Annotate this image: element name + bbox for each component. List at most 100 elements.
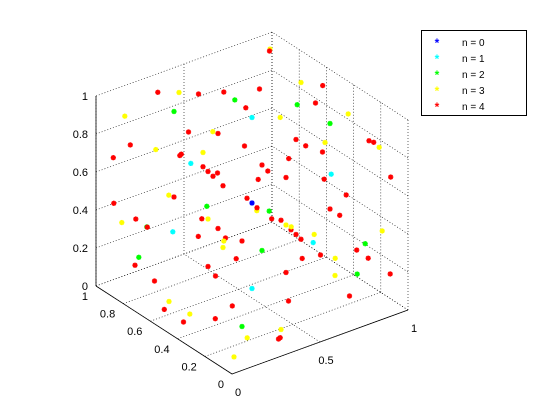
data-point bbox=[259, 162, 265, 168]
legend-label: n = 2 bbox=[462, 69, 485, 81]
data-point bbox=[249, 200, 255, 206]
data-point bbox=[171, 194, 177, 200]
data-point bbox=[277, 114, 283, 121]
grid-line bbox=[123, 239, 300, 304]
data-point bbox=[210, 173, 216, 179]
data-point bbox=[362, 241, 368, 247]
data-point bbox=[332, 272, 338, 279]
data-point bbox=[178, 151, 184, 157]
grid-line bbox=[95, 183, 273, 249]
data-point bbox=[283, 269, 289, 276]
data-point bbox=[278, 326, 284, 333]
data-point bbox=[266, 208, 272, 214]
data-point bbox=[255, 176, 261, 183]
data-point bbox=[371, 139, 377, 145]
data-point bbox=[188, 160, 194, 166]
data-point bbox=[285, 298, 292, 304]
grid-line bbox=[95, 69, 273, 135]
data-point bbox=[299, 255, 305, 262]
data-point bbox=[343, 192, 349, 198]
data-point bbox=[151, 278, 158, 284]
data-point bbox=[332, 255, 338, 261]
legend: * n = 0 * n = 1 * n = 2 * n = 3 * n = 4 bbox=[421, 30, 527, 116]
data-point bbox=[180, 319, 187, 325]
data-point bbox=[288, 224, 294, 230]
data-point bbox=[328, 171, 334, 177]
legend-label: n = 1 bbox=[462, 53, 485, 65]
data-point bbox=[346, 293, 353, 299]
y-tick-label: 0.6 bbox=[127, 326, 142, 338]
data-point bbox=[187, 311, 193, 317]
legend-marker: * bbox=[434, 52, 440, 66]
data-point bbox=[144, 224, 150, 230]
data-point bbox=[311, 231, 317, 238]
data-point bbox=[166, 298, 172, 305]
data-point bbox=[256, 86, 263, 92]
legend-item: * n = 2 bbox=[422, 67, 526, 83]
grid-line bbox=[271, 145, 409, 235]
data-point bbox=[249, 114, 255, 121]
y-tick-label: 0 bbox=[218, 379, 224, 391]
legend-label: n = 4 bbox=[462, 101, 485, 113]
data-point bbox=[286, 155, 292, 162]
data-point bbox=[231, 354, 237, 360]
data-point bbox=[379, 228, 385, 234]
data-point bbox=[185, 129, 192, 135]
grid-line bbox=[183, 253, 321, 343]
data-points bbox=[110, 46, 394, 360]
data-point bbox=[243, 105, 249, 111]
data-point bbox=[283, 222, 289, 228]
data-point bbox=[220, 183, 226, 189]
data-point bbox=[204, 203, 210, 209]
y-tick-label: 0.8 bbox=[100, 309, 115, 321]
grid-line bbox=[271, 69, 409, 159]
data-point bbox=[136, 254, 142, 260]
grid-line bbox=[271, 31, 409, 121]
legend-item: * n = 0 bbox=[422, 35, 526, 51]
data-point bbox=[327, 206, 333, 212]
data-point bbox=[259, 247, 265, 254]
data-point bbox=[171, 108, 177, 115]
x-tick-label: 0 bbox=[235, 387, 241, 399]
data-point bbox=[119, 219, 125, 226]
data-point bbox=[195, 233, 201, 240]
legend-item: * n = 1 bbox=[422, 51, 526, 67]
data-point bbox=[210, 129, 216, 135]
legend-marker: * bbox=[434, 36, 440, 50]
legend-marker: * bbox=[434, 68, 440, 82]
data-point bbox=[161, 306, 167, 313]
data-point bbox=[205, 216, 211, 222]
data-point bbox=[199, 216, 205, 222]
data-point bbox=[111, 200, 117, 206]
legend-label: n = 3 bbox=[462, 85, 485, 97]
data-point bbox=[365, 255, 371, 261]
data-point bbox=[266, 48, 273, 54]
data-point bbox=[110, 155, 116, 161]
data-point bbox=[127, 142, 133, 148]
grid-line bbox=[271, 221, 409, 311]
z-tick-label: 0 bbox=[82, 281, 88, 293]
data-point bbox=[294, 102, 300, 108]
data-point bbox=[220, 244, 226, 251]
data-point bbox=[166, 192, 172, 198]
grid-line bbox=[95, 145, 273, 211]
grid-line bbox=[150, 256, 327, 322]
data-point bbox=[133, 216, 139, 222]
data-point bbox=[277, 335, 283, 341]
data-point bbox=[244, 335, 250, 341]
z-tick-label: 0.8 bbox=[73, 129, 88, 141]
legend-marker: * bbox=[434, 84, 440, 98]
grid-line bbox=[95, 31, 273, 97]
y-tick-label: 0.2 bbox=[182, 361, 197, 373]
data-point bbox=[132, 262, 138, 268]
data-point bbox=[388, 174, 394, 180]
data-point bbox=[221, 238, 227, 244]
data-point bbox=[155, 89, 161, 95]
data-point bbox=[200, 164, 206, 170]
data-point bbox=[317, 252, 324, 258]
grid-line bbox=[95, 107, 273, 173]
data-point bbox=[200, 149, 206, 156]
data-point bbox=[354, 247, 360, 253]
data-point bbox=[205, 263, 211, 270]
